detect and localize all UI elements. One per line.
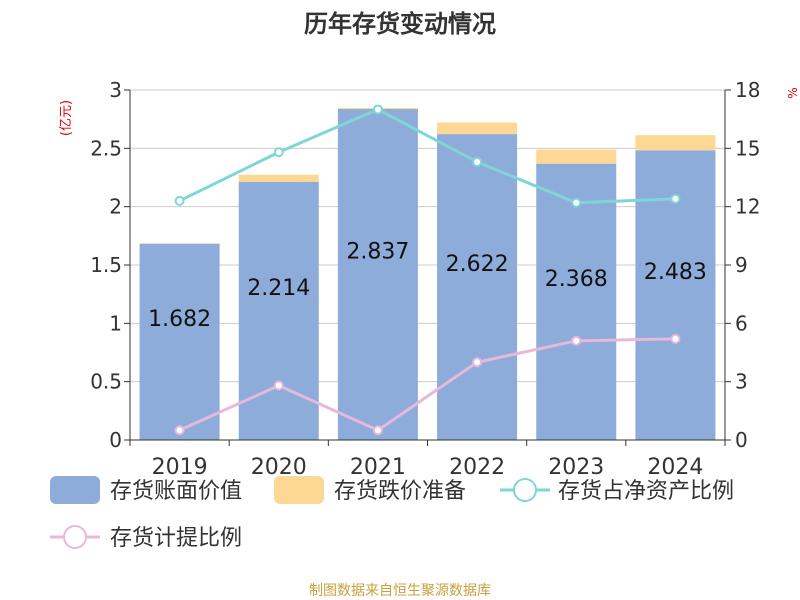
bar-book-value [536,163,617,440]
series-line [178,107,676,205]
series-point [670,333,681,344]
series-point [174,195,185,206]
bar-value-label: 2.622 [446,252,509,277]
x-tick-label: 2022 [449,455,505,480]
bar-impairment [536,149,617,164]
y-tick-label: 3 [109,78,122,102]
y2-tick-label: 18 [735,78,760,102]
bar-impairment [437,122,518,135]
y-axis-label: (亿元) [59,100,74,136]
legend-label: 存货账面价值 [110,479,242,504]
legend-label: 存货跌价准备 [334,479,466,504]
legend-marker [63,525,87,549]
bar-value-label: 2.368 [545,267,608,292]
bar-book-value [635,150,716,441]
bar-impairment [139,243,220,244]
y2-tick-label: 15 [735,136,760,160]
y2-axis-label: % [786,87,800,98]
series-point [372,104,383,115]
series-point [174,425,185,436]
x-tick-label: 2023 [548,455,604,480]
chart-title: 历年存货变动情况 [304,10,496,38]
footer-source: 制图数据来自恒生聚源数据库 [309,583,491,599]
y-tick-label: 1.5 [90,253,122,277]
y-tick-label: 0 [109,428,122,452]
bar-impairment [635,135,716,151]
bar-value-label: 2.837 [346,240,409,265]
series-point [273,380,284,391]
y2-tick-label: 3 [735,370,748,394]
x-tick-label: 2021 [350,455,406,480]
series-point [273,147,284,158]
y2-tick-label: 0 [735,428,748,452]
bars: 1.682 2.214 2.837 2.622 2.368 2.483 [139,107,716,441]
series-point [571,197,582,208]
bar-book-value [337,109,418,441]
bar-book-value [437,134,518,440]
bar-value-label: 2.214 [247,276,310,301]
bar-value-label: 1.682 [148,307,211,332]
legend-label: 存货占净资产比例 [558,479,734,504]
series-point [472,156,483,167]
y-tick-label: 0.5 [90,370,122,394]
legend-label: 存货计提比例 [110,526,242,551]
y-tick-label: 1 [109,311,122,335]
y-tick-label: 2 [109,195,122,219]
series-point [372,425,383,436]
x-tick-label: 2019 [152,455,208,480]
legend-marker [513,478,537,502]
legend-swatch [274,476,324,504]
bar-impairment [238,174,319,182]
x-tick-label: 2020 [251,455,307,480]
y2-tick-label: 6 [735,311,748,335]
legend-swatch [50,476,100,504]
axes: 0 0.5 1 1.5 2 2.5 3 0 3 6 9 12 15 18 2019 2020 2021 2022 2… [90,78,760,480]
bar-book-value [238,181,319,440]
series-point [670,193,681,204]
series-point [571,335,582,346]
lines [174,104,681,436]
bar-book-value [139,243,220,440]
y2-tick-label: 9 [735,253,748,277]
x-tick-label: 2024 [647,455,703,480]
series-line [178,337,676,432]
gridlines [130,89,725,383]
y2-tick-label: 12 [735,195,760,219]
bar-value-label: 2.483 [644,260,707,285]
y-tick-label: 2.5 [90,136,122,160]
series-point [472,357,483,368]
